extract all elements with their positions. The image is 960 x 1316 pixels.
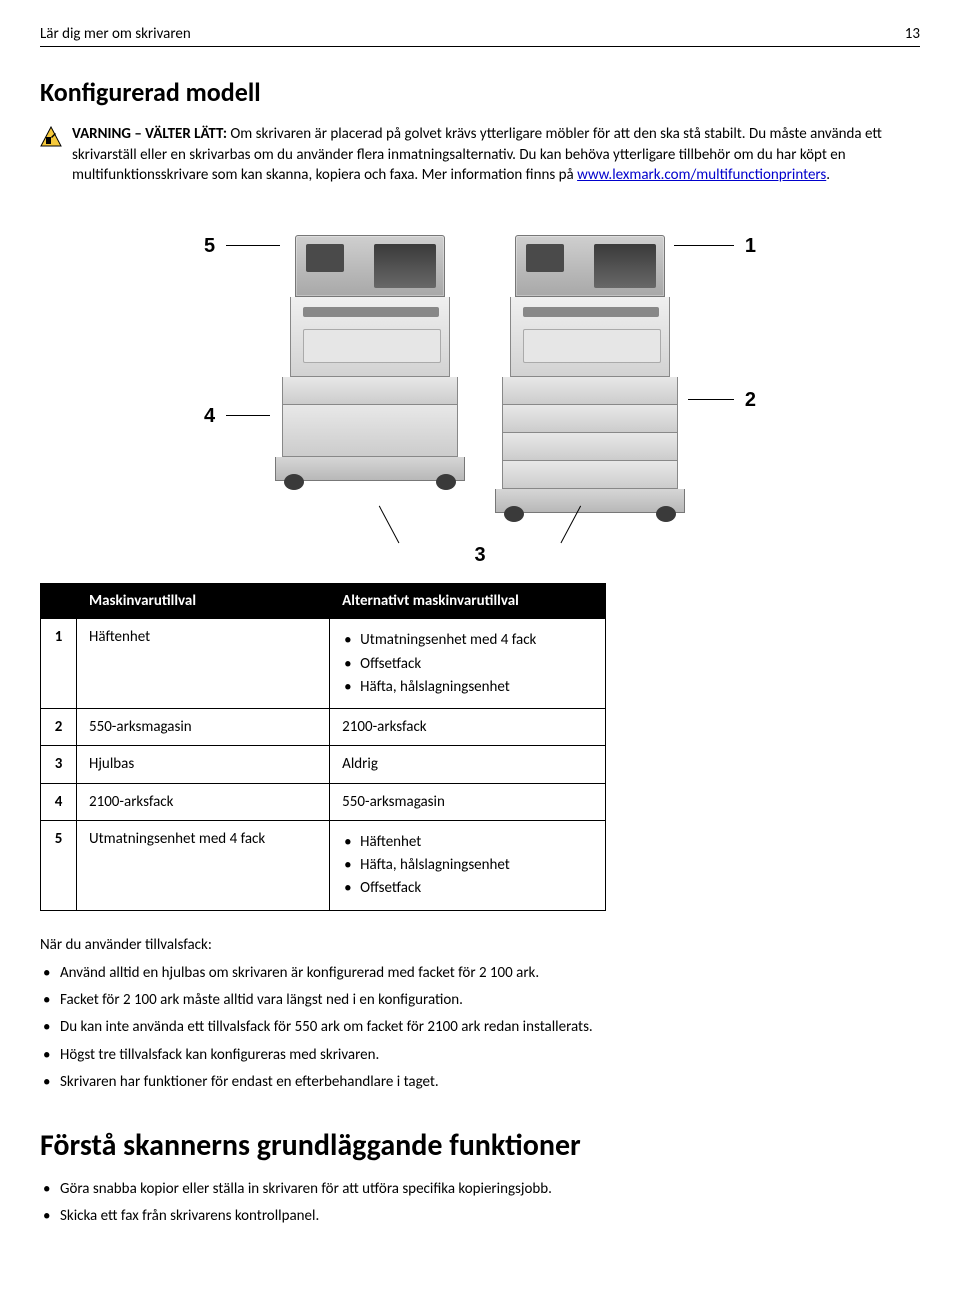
list-item: Högst tre tillvalsfack kan konfigureras … xyxy=(40,1045,920,1065)
list-item: Facket för 2 100 ark måste alltid vara l… xyxy=(40,990,920,1010)
printer-config-right xyxy=(510,235,670,513)
tips-subheading: När du använder tillvalsfack: xyxy=(40,935,920,955)
printer-config-left xyxy=(290,235,450,513)
header-title: Lär dig mer om skrivaren xyxy=(40,24,191,44)
table-header-alternative: Alternativt maskinvarutillval xyxy=(330,584,606,619)
list-item: Göra snabba kopior eller ställa in skriv… xyxy=(40,1179,920,1199)
page-header: Lär dig mer om skrivaren 13 xyxy=(40,24,920,47)
list-item: Skrivaren har funktioner för endast en e… xyxy=(40,1072,920,1092)
table-row: 1 Häftenhet Utmatningsenhet med 4 fack O… xyxy=(41,619,606,709)
warning-label: VARNING – VÄLTER LÄTT: xyxy=(72,125,227,143)
callout-3: 3 xyxy=(474,542,485,569)
more-info-link[interactable]: www.lexmark.com/multifunctionprinters xyxy=(577,166,826,184)
tipping-hazard-icon xyxy=(40,126,62,154)
hardware-options-table: Maskinvarutillval Alternativt maskinvaru… xyxy=(40,583,606,911)
scanner-functions-list: Göra snabba kopior eller ställa in skriv… xyxy=(40,1179,920,1227)
table-row: 5 Utmatningsenhet med 4 fack Häftenhet H… xyxy=(41,820,606,910)
table-header-blank xyxy=(41,584,77,619)
callout-1: 1 xyxy=(745,233,756,260)
list-item: Skicka ett fax från skrivarens kontrollp… xyxy=(40,1206,920,1226)
table-row: 2 550-arksmagasin 2100-arksfack xyxy=(41,709,606,746)
section-title-scanner-basics: Förstå skannerns grundläggande funktione… xyxy=(40,1126,920,1167)
table-header-hardware: Maskinvarutillval xyxy=(77,584,330,619)
header-page-number: 13 xyxy=(905,24,920,44)
printer-configurations-diagram: 5 4 1 2 3 xyxy=(200,205,760,533)
section-title-configured-model: Konfigurerad modell xyxy=(40,75,920,110)
tipping-warning: VARNING – VÄLTER LÄTT: Om skrivaren är p… xyxy=(40,124,920,187)
warning-tail: . xyxy=(826,166,830,184)
warning-paragraph: VARNING – VÄLTER LÄTT: Om skrivaren är p… xyxy=(72,124,920,185)
callout-2: 2 xyxy=(745,387,756,414)
tips-list: Använd alltid en hjulbas om skrivaren är… xyxy=(40,963,920,1092)
list-item: Du kan inte använda ett tillvalsfack för… xyxy=(40,1017,920,1037)
callout-5: 5 xyxy=(204,233,215,260)
callout-4: 4 xyxy=(204,403,215,430)
table-row: 4 2100-arksfack 550-arksmagasin xyxy=(41,783,606,820)
table-row: 3 Hjulbas Aldrig xyxy=(41,746,606,783)
list-item: Använd alltid en hjulbas om skrivaren är… xyxy=(40,963,920,983)
